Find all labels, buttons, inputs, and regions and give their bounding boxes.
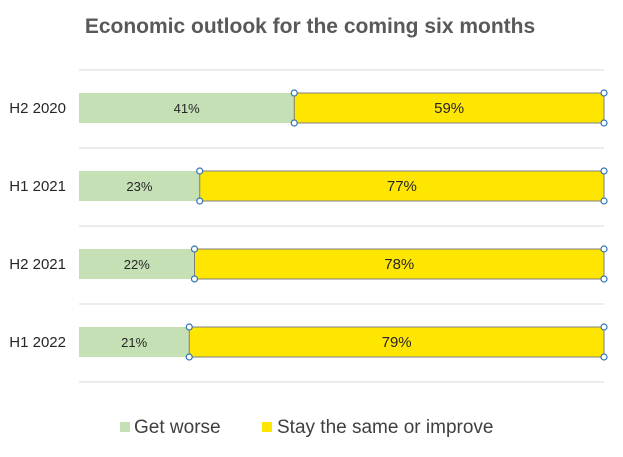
selection-handle	[190, 275, 199, 283]
selection-handle	[600, 89, 608, 97]
legend-label-get-worse: Get worse	[134, 417, 221, 438]
category-labels: H2 2020 H1 2021 H2 2021 H1 2022	[9, 100, 66, 351]
bar-get-worse-h1-2021[interactable]	[79, 171, 200, 201]
data-label-get-worse-h1-2021: 23%	[126, 179, 152, 194]
chart-title: Economic outlook for the coming six mont…	[85, 15, 535, 38]
selection-handle	[190, 245, 199, 253]
data-label-get-worse-h2-2021: 22%	[124, 257, 150, 272]
selection-handle	[290, 119, 298, 127]
selection-handle	[600, 119, 608, 127]
category-label-h2-2020: H2 2020	[9, 100, 66, 117]
bar-stay-the-same-or-improve-h1-2021[interactable]	[199, 170, 605, 202]
bars: 41% 59% 23% 77% 22% 78% 21% 79%	[79, 89, 608, 361]
category-label-h1-2021: H1 2021	[9, 178, 66, 195]
selection-handle	[600, 275, 608, 283]
category-label-h2-2021: H2 2021	[9, 256, 66, 273]
legend-swatch-stay-the-same-or-improve	[262, 422, 272, 432]
bar-get-worse-h2-2021[interactable]	[79, 249, 195, 279]
selection-handle	[185, 323, 193, 331]
legend-label-stay-the-same-or-improve: Stay the same or improve	[277, 417, 493, 438]
data-label-stay-the-same-or-improve-h2-2020: 59%	[434, 100, 464, 117]
data-label-stay-the-same-or-improve-h1-2021: 77%	[387, 178, 417, 195]
bar-stay-the-same-or-improve-h1-2022[interactable]	[188, 326, 605, 358]
selection-handle	[290, 89, 298, 97]
data-label-stay-the-same-or-improve-h2-2021: 78%	[384, 256, 414, 273]
selection-handle	[600, 167, 608, 175]
legend: Get worse Stay the same or improve	[120, 417, 493, 438]
selection-handle	[196, 167, 204, 175]
selection-handle	[196, 197, 204, 205]
bar-get-worse-h1-2022[interactable]	[79, 327, 190, 357]
bar-stay-the-same-or-improve-h2-2021[interactable]	[194, 248, 605, 280]
selection-handle	[185, 353, 193, 361]
gridlines	[79, 69, 604, 383]
bar-get-worse-h2-2020[interactable]	[79, 93, 295, 123]
data-label-get-worse-h2-2020: 41%	[174, 101, 200, 116]
category-label-h1-2022: H1 2022	[9, 334, 66, 351]
bar-stay-the-same-or-improve-h2-2020[interactable]	[293, 92, 605, 124]
selection-handle	[600, 245, 608, 253]
data-label-get-worse-h1-2022: 21%	[121, 335, 147, 350]
legend-swatch-get-worse	[120, 422, 130, 432]
selection-handle	[600, 197, 608, 205]
data-label-stay-the-same-or-improve-h1-2022: 79%	[382, 334, 412, 351]
selection-handle	[600, 323, 608, 331]
selection-handle	[600, 353, 608, 361]
